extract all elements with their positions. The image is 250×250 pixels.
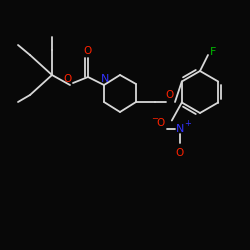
Text: O: O xyxy=(166,90,174,100)
Text: −: − xyxy=(151,114,158,123)
Text: F: F xyxy=(210,47,216,57)
Text: N: N xyxy=(101,74,109,84)
Text: O: O xyxy=(176,148,184,158)
Text: +: + xyxy=(184,119,191,128)
Text: O: O xyxy=(157,118,165,128)
Text: O: O xyxy=(84,46,92,56)
Text: O: O xyxy=(64,74,72,84)
Text: N: N xyxy=(176,124,184,134)
